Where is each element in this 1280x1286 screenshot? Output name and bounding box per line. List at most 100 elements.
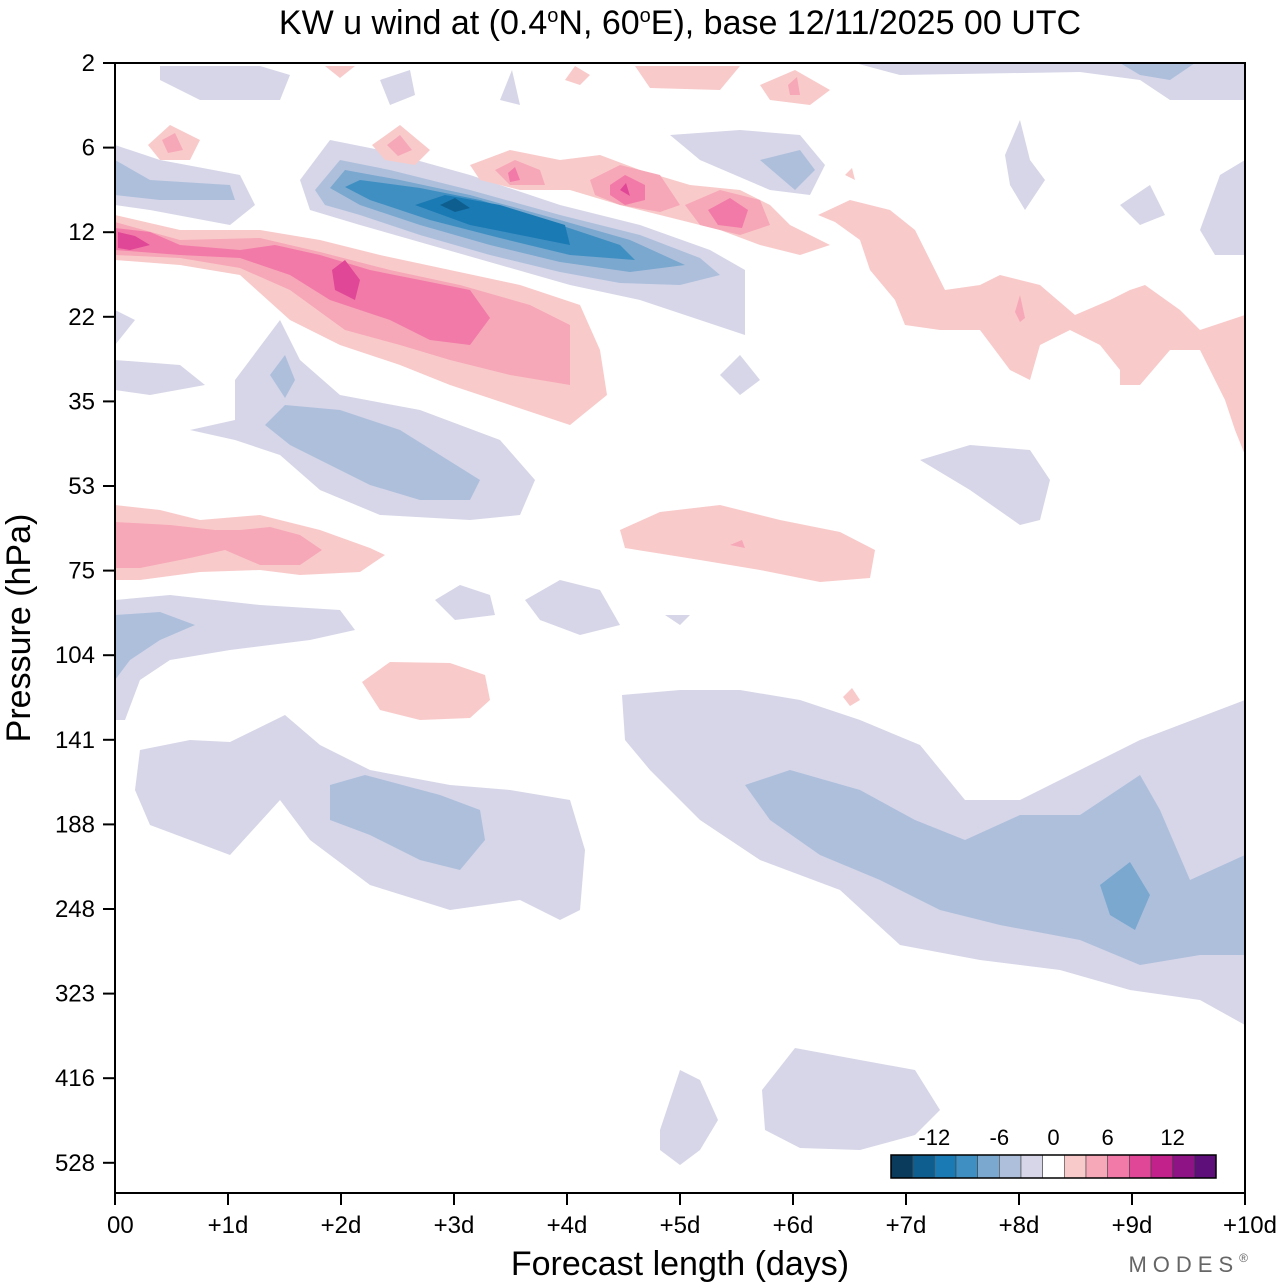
colorbar-swatch <box>1172 1154 1195 1179</box>
x-tick-label: +9d <box>1112 1212 1153 1239</box>
contour-pos-8 <box>332 260 360 300</box>
y-tick-label: 323 <box>55 981 95 1008</box>
contour-pos-8 <box>620 183 630 196</box>
positive-contours <box>115 66 1245 720</box>
contour-neg-2 <box>920 445 1050 525</box>
x-tick-label: +2d <box>321 1212 362 1239</box>
contour-neg-4 <box>330 775 485 870</box>
contour-neg-12 <box>440 198 470 212</box>
colorbar-swatch <box>1150 1154 1173 1179</box>
x-tick-label: +5d <box>660 1212 701 1239</box>
colorbar-tick-label: 12 <box>1160 1125 1184 1150</box>
contour-pos-6 <box>708 198 748 228</box>
y-tick-label: 2 <box>82 50 95 77</box>
x-tick-label: +10d <box>1223 1212 1277 1239</box>
contour-neg-2 <box>380 70 415 105</box>
contour-neg-2 <box>1120 185 1165 225</box>
y-tick-label: 528 <box>55 1150 95 1177</box>
chart-title: KW u wind at (0.4oN, 60oE), base 12/11/2… <box>279 4 1081 42</box>
x-tick-label: +7d <box>886 1212 927 1239</box>
contour-pos-6 <box>508 167 520 182</box>
contour-neg-4 <box>115 160 235 200</box>
y-tick-label: 12 <box>68 219 95 246</box>
contour-pos-4 <box>495 160 545 185</box>
colorbar-tick-label: -12 <box>918 1125 950 1150</box>
contour-pos-4 <box>1015 295 1025 322</box>
colorbar-swatch <box>1129 1154 1152 1179</box>
contour-neg-6 <box>1100 862 1150 930</box>
plot-area <box>114 62 1246 1194</box>
contour-neg-2 <box>435 585 495 620</box>
y-tick-label: 141 <box>55 727 95 754</box>
colorbar-swatch <box>1085 1154 1108 1179</box>
contour-pos-4 <box>730 540 745 548</box>
colorbar-swatch <box>1107 1154 1130 1179</box>
colorbar: -12 -6 0 6 12 <box>890 1125 1217 1179</box>
y-tick-label: 188 <box>55 811 95 838</box>
contour-neg-2 <box>1005 120 1045 210</box>
x-tick-label: +1d <box>208 1212 249 1239</box>
contour-neg-4 <box>270 355 295 398</box>
y-axis: 2 6 12 22 35 53 75 104 141 188 248 323 416 528 <box>55 50 115 1177</box>
colorbar-swatch <box>912 1154 935 1179</box>
contour-neg-2 <box>762 1048 940 1150</box>
x-tick-label: 00 <box>107 1212 134 1239</box>
contour-pos-2 <box>362 662 490 720</box>
colorbar-swatch <box>934 1154 957 1179</box>
colorbar-swatch <box>890 1154 913 1179</box>
contour-pos-2 <box>635 66 740 90</box>
x-axis: 00 +1d +2d +3d +4d +5d +6d +7d +8d +9d +10d <box>107 1193 1277 1239</box>
colorbar-swatch <box>1064 1154 1087 1179</box>
contour-neg-2 <box>660 1070 718 1165</box>
negative-contours <box>115 63 1245 1165</box>
y-tick-label: 104 <box>55 642 95 669</box>
colorbar-frame <box>890 1154 1217 1179</box>
colorbar-tick-label: 0 <box>1047 1125 1059 1150</box>
x-tick-label: +4d <box>547 1212 588 1239</box>
contour-neg-2 <box>525 580 620 635</box>
x-tick-label: +3d <box>434 1212 475 1239</box>
contour-pos-6 <box>115 228 490 345</box>
y-tick-label: 35 <box>68 388 95 415</box>
contour-neg-2 <box>720 355 760 395</box>
contour-neg-2 <box>500 70 520 105</box>
contour-pos-4 <box>788 77 800 95</box>
contour-pos-2 <box>843 688 860 706</box>
contour-neg-4 <box>1120 63 1195 80</box>
contour-pos-2 <box>325 66 355 78</box>
y-tick-label: 6 <box>82 135 95 162</box>
x-tick-label: +8d <box>999 1212 1040 1239</box>
colorbar-swatch <box>1020 1154 1043 1179</box>
contour-pos-2 <box>565 66 590 85</box>
contour-neg-4 <box>265 405 480 500</box>
colorbar-swatch <box>955 1154 978 1179</box>
colorbar-tick-label: -6 <box>990 1125 1010 1150</box>
y-tick-label: 416 <box>55 1065 95 1092</box>
colorbar-swatch <box>977 1154 1000 1179</box>
y-tick-label: 75 <box>68 558 95 585</box>
brand-logo: MODES® <box>1128 1251 1248 1277</box>
colorbar-swatch <box>1042 1154 1065 1179</box>
contour-pos-2 <box>620 505 875 582</box>
contour-neg-2 <box>665 615 690 625</box>
contour-pos-2 <box>845 168 855 180</box>
contour-pos-4 <box>162 133 183 153</box>
contour-neg-4 <box>115 612 195 680</box>
y-axis-label: Pressure (hPa) <box>0 514 38 743</box>
x-axis-label: Forecast length (days) <box>511 1245 849 1283</box>
y-tick-label: 248 <box>55 896 95 923</box>
colorbar-swatch <box>999 1154 1022 1179</box>
x-tick-label: +6d <box>773 1212 814 1239</box>
colorbar-tick-label: 6 <box>1102 1125 1114 1150</box>
contour-pos-4 <box>115 522 322 568</box>
contour-neg-2 <box>160 66 290 100</box>
contour-pos-4 <box>387 135 412 156</box>
contour-pos-8 <box>118 232 150 250</box>
y-tick-label: 53 <box>68 473 95 500</box>
contour-neg-2 <box>115 310 135 345</box>
contour-neg-2 <box>115 360 205 395</box>
colorbar-swatch <box>1194 1154 1217 1179</box>
contour-pos-2 <box>818 200 1245 455</box>
contour-neg-2 <box>1200 160 1245 255</box>
